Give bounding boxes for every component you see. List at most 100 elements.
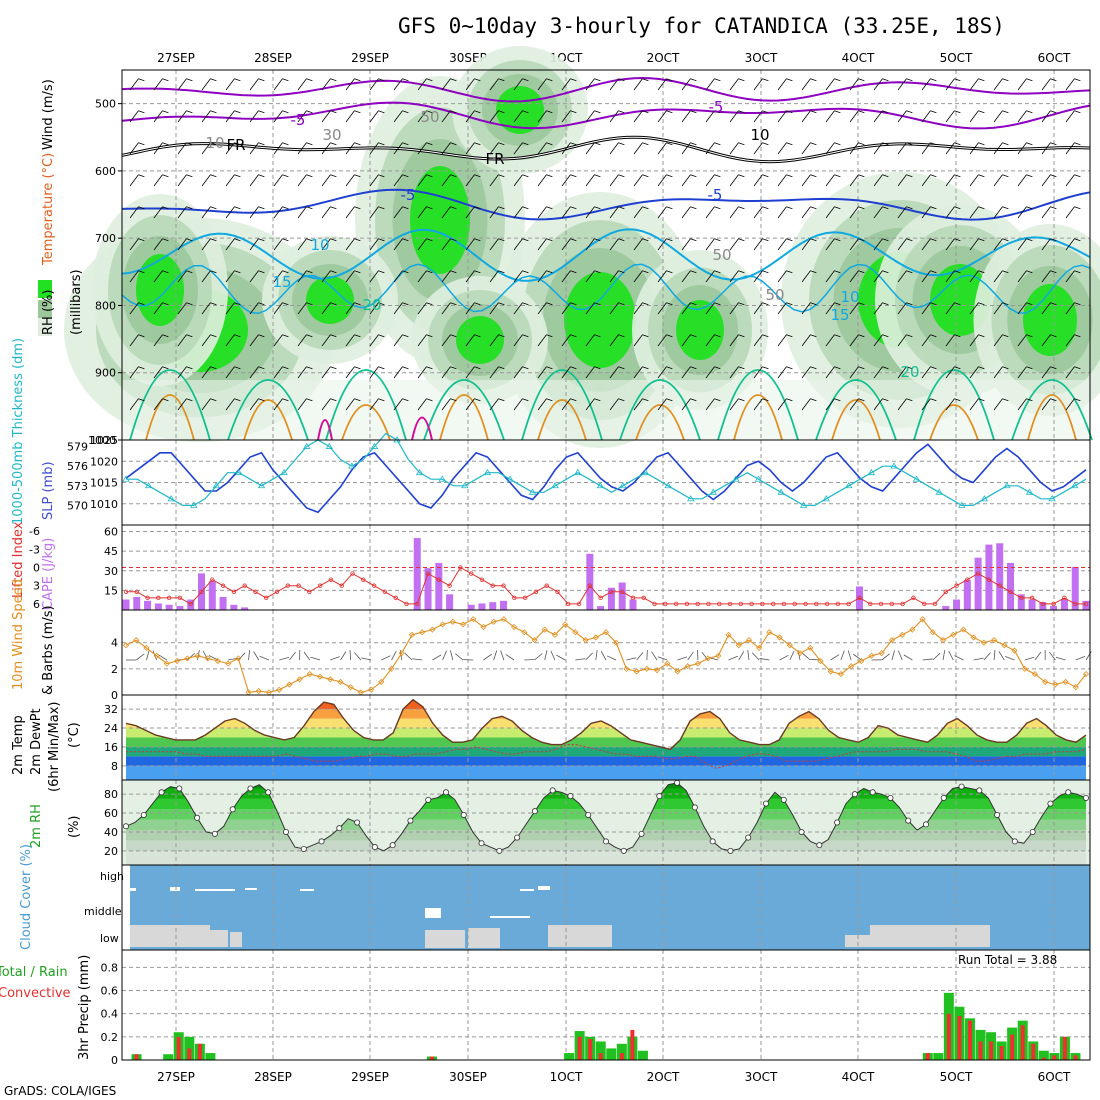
contour-25 [341,404,391,441]
li-point [803,601,808,607]
wind-barb-flag [714,270,721,274]
wind-barb-flag [618,78,625,82]
li-point [1051,601,1056,607]
wind-barb-flag [714,206,721,210]
wind-barb [135,653,145,661]
wind-barb [187,653,195,661]
wind-barb [657,398,667,411]
wind-barb-flag [858,270,865,274]
wind-barb [537,334,547,347]
wind-barb [381,655,391,661]
bottom-date-label: 5OCT [940,1070,973,1084]
wind-barb-flag [738,366,745,370]
wind-barb-flag [162,302,169,306]
wind-barb [657,110,667,123]
wind-barb-flag [138,270,145,274]
wind-barb [633,238,643,251]
wind-barb [779,654,789,661]
wind-barb [657,238,667,251]
wind-barb-flag [498,302,505,306]
wind-barb [441,206,451,219]
wind-barb [753,398,763,411]
cape-bar [219,596,227,610]
wind-barb-flag [1002,334,1009,338]
wind-barb-flag [978,78,985,82]
precip-conv-bar [1031,1043,1036,1060]
wind-barb [777,270,787,283]
contour-20 [227,379,309,441]
cloud-row-middle: middle [84,905,122,918]
contour-20 [1011,379,1093,441]
wind-barb-flag [210,142,217,146]
wind-barb-flag [186,366,193,370]
wind-barb-flag [642,270,649,274]
wind-barb [345,270,355,283]
li-point [188,601,193,607]
wind-barb-flag [834,110,841,114]
rh-point [709,838,716,845]
cape-tick-label: 60 [104,526,118,539]
wind-barb [177,78,187,91]
wind-barb [393,174,403,187]
wind-barb [417,78,427,91]
wind-point [1042,678,1049,685]
high-cloud [538,886,550,890]
wind-barb [921,78,931,91]
wind-barb-flag [282,206,289,210]
wind-barb [973,657,984,661]
wind-barb [201,302,211,315]
contour-20 [913,369,995,441]
wind-point [858,657,865,665]
contour-25 [635,404,685,441]
wind-barb-flag [162,270,169,274]
wind-barb [849,366,859,379]
wind-barb-flag [258,398,265,402]
wind-barb-flag [1074,270,1081,274]
wind-barb [441,174,451,187]
thickness-point [167,495,175,502]
wind-point [143,644,150,651]
wind-barb-flag [618,110,625,114]
wind-barb-flag [954,174,961,178]
wind-barb [873,78,883,91]
wind-barb-flag [834,270,841,274]
wind-barb [225,302,235,315]
li-point [1083,601,1089,607]
wind-barb-flag [618,334,625,338]
thickness-point [348,462,356,469]
rh-point [123,823,130,830]
wind-barb [945,78,955,91]
wind-barb-flag [882,78,889,82]
wind-barb-flag [858,78,865,82]
wind-barb [537,398,547,411]
wind-barb [585,334,595,347]
rh-point [1065,789,1072,796]
wind-barb [849,270,859,283]
wind-barb [801,366,811,379]
wind-barb [249,270,259,283]
wind-barb [450,650,454,661]
wind-barb [802,653,811,661]
wind-barb [1065,302,1075,315]
wind-barb [513,366,523,379]
li-point [1040,601,1046,607]
contour-20 [129,369,211,441]
wind-barb-flag [858,174,865,178]
wind-barb [609,302,619,315]
thickness-point [709,488,718,495]
thickness-point [506,475,514,482]
wind-barb [129,270,139,283]
cape-bar [133,596,141,610]
wind-barb [993,398,1003,411]
wind-barb [633,366,643,379]
li-point [156,595,161,601]
wind-barb-flag [594,334,601,338]
wind-barb [705,366,715,379]
wind-barb-flag [570,110,577,114]
wind-barb [441,78,451,91]
wind-barb-flag [1002,302,1009,306]
wind-barb [1065,270,1075,283]
wind-barb [225,270,235,283]
wind-barb [513,142,523,155]
bottom-date-label: 29SEP [351,1070,389,1084]
